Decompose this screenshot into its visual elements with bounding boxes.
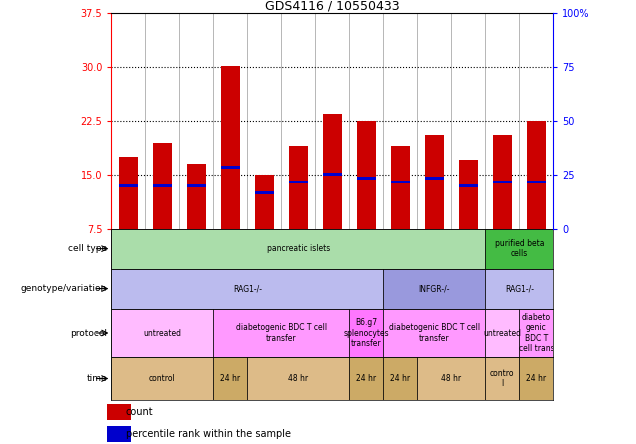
Text: count: count <box>126 407 154 417</box>
Bar <box>119 157 137 229</box>
Text: RAG1-/-: RAG1-/- <box>505 284 534 293</box>
Bar <box>187 164 205 229</box>
Bar <box>111 269 384 309</box>
Bar <box>425 177 444 180</box>
Text: untreated: untreated <box>143 329 181 337</box>
Text: protocol: protocol <box>70 329 107 337</box>
Bar <box>485 357 520 400</box>
Text: 24 hr: 24 hr <box>220 374 240 383</box>
Bar <box>520 309 553 357</box>
Bar <box>323 114 342 229</box>
Text: time: time <box>86 374 107 383</box>
Bar <box>187 184 205 187</box>
Bar <box>485 309 520 357</box>
Bar <box>111 229 485 269</box>
Bar <box>520 357 553 400</box>
Text: 24 hr: 24 hr <box>526 374 546 383</box>
Text: INFGR-/-: INFGR-/- <box>418 284 450 293</box>
Text: diabetogenic BDC T cell
transfer: diabetogenic BDC T cell transfer <box>236 323 327 343</box>
Bar <box>391 146 410 229</box>
Text: purified beta
cells: purified beta cells <box>495 239 544 258</box>
Bar <box>111 309 213 357</box>
Bar <box>384 309 485 357</box>
Bar <box>357 121 376 229</box>
Text: 48 hr: 48 hr <box>441 374 461 383</box>
Text: 24 hr: 24 hr <box>356 374 377 383</box>
Text: genotype/variation: genotype/variation <box>20 284 107 293</box>
Text: untreated: untreated <box>483 329 522 337</box>
Bar <box>527 121 546 229</box>
Bar <box>417 357 485 400</box>
Bar <box>485 229 553 269</box>
Bar <box>459 160 478 229</box>
Bar <box>111 357 213 400</box>
Text: B6.g7
splenocytes
transfer: B6.g7 splenocytes transfer <box>343 318 389 348</box>
Bar <box>527 181 546 183</box>
Bar <box>153 184 172 187</box>
Bar <box>289 181 308 183</box>
Text: diabetogenic BDC T cell
transfer: diabetogenic BDC T cell transfer <box>389 323 480 343</box>
Bar <box>485 269 553 309</box>
Bar <box>107 426 131 442</box>
Bar <box>349 309 384 357</box>
Text: percentile rank within the sample: percentile rank within the sample <box>126 429 291 439</box>
Bar <box>349 357 384 400</box>
Bar <box>255 175 273 229</box>
Text: RAG1-/-: RAG1-/- <box>233 284 262 293</box>
Bar <box>221 166 240 169</box>
Text: pancreatic islets: pancreatic islets <box>266 244 330 253</box>
Bar <box>213 357 247 400</box>
Bar <box>221 66 240 229</box>
Text: control: control <box>149 374 176 383</box>
Text: 48 hr: 48 hr <box>288 374 308 383</box>
Bar <box>493 135 512 229</box>
Bar <box>323 174 342 176</box>
Bar <box>107 404 131 420</box>
Bar <box>119 184 137 187</box>
Bar <box>425 135 444 229</box>
Bar <box>391 181 410 183</box>
Bar <box>384 269 485 309</box>
Bar <box>493 181 512 183</box>
Bar <box>384 357 417 400</box>
Bar <box>459 184 478 187</box>
Text: diabeto
genic
BDC T
cell trans: diabeto genic BDC T cell trans <box>518 313 554 353</box>
Text: contro
l: contro l <box>490 369 515 388</box>
Bar <box>289 146 308 229</box>
Bar <box>255 191 273 194</box>
Bar <box>213 309 349 357</box>
Title: GDS4116 / 10550433: GDS4116 / 10550433 <box>265 0 399 12</box>
Text: cell type: cell type <box>68 244 107 253</box>
Bar <box>357 177 376 180</box>
Bar <box>247 357 349 400</box>
Text: 24 hr: 24 hr <box>391 374 410 383</box>
Bar <box>153 143 172 229</box>
